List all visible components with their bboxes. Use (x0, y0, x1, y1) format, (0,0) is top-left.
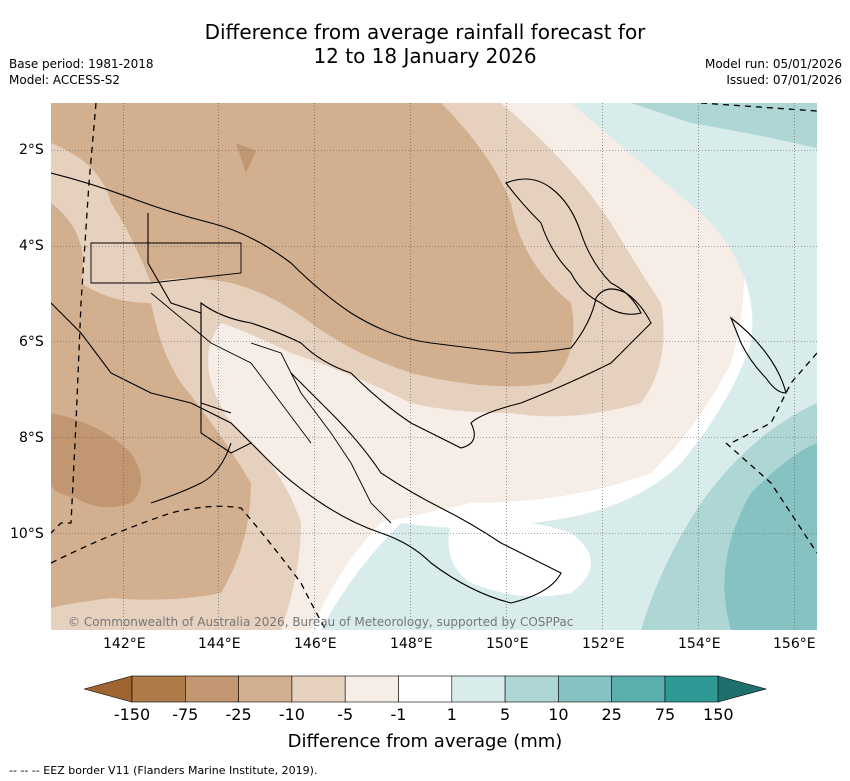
copyright-text: © Commonwealth of Australia 2026, Bureau… (68, 615, 573, 629)
colorbar-tick: -75 (172, 705, 199, 724)
issued-date: Issued: 07/01/2026 (726, 73, 842, 87)
title-line2: 12 to 18 January 2026 (313, 44, 537, 68)
colorbar-tick: 10 (548, 705, 569, 724)
colorbar-tick: -5 (337, 705, 354, 724)
lon-label-152e: 152°E (582, 636, 625, 652)
colorbar-cell-1_5 (451, 675, 506, 703)
lat-label-2s: 2°S (19, 142, 44, 158)
colorbar-arrow-left (84, 675, 133, 703)
lon-label-150e: 150°E (486, 636, 529, 652)
colorbar-tick: 25 (601, 705, 622, 724)
colorbar-cell-10_25 (558, 675, 612, 703)
rainfall-map: © Commonwealth of Australia 2026, Bureau… (51, 103, 817, 630)
gridlines (51, 103, 817, 630)
colorbar-cell-25_75 (611, 675, 666, 703)
lon-label-144e: 144°E (198, 636, 241, 652)
region-5-10-north (631, 103, 817, 148)
colorbar-cell-neg10_neg5 (291, 675, 346, 703)
colorbar-cell-5_10 (504, 675, 559, 703)
region-neg25-neg10-north (51, 103, 574, 387)
base-period: Base period: 1981-2018 (9, 57, 154, 71)
border-png-indonesia (147, 213, 232, 414)
colorbar-cell-neg1_1 (398, 675, 453, 703)
colorbar-cell-neg75_neg25 (185, 675, 239, 703)
colorbar-cell-neg25_neg10 (238, 675, 293, 703)
lon-label-156e: 156°E (773, 636, 816, 652)
coastline-south (51, 302, 252, 504)
eez-border-east (725, 352, 817, 554)
region-neg25-neg10-west (51, 203, 251, 608)
colorbar-tick: 150 (703, 705, 734, 724)
colorbar-tick: 75 (654, 705, 676, 724)
lat-label-4s: 4°S (19, 238, 44, 254)
colorbar-cell-neg5_neg1 (344, 675, 399, 703)
colorbar-tick: -150 (113, 705, 151, 724)
region-10-25-east (724, 443, 817, 630)
coastline-new-britain (505, 178, 642, 315)
region-1-5-patch (448, 519, 591, 597)
colorbar (84, 675, 768, 703)
eez-legend-text: -- -- -- EEZ border V11 (Flanders Marine… (9, 764, 318, 777)
colorbar-tick: -25 (225, 705, 252, 724)
colorbar-arrow-right (717, 675, 768, 703)
colorbar-tick: -1 (390, 705, 407, 724)
lon-label-148e: 148°E (390, 636, 433, 652)
coastline-bougainville (729, 316, 787, 394)
lon-label-154e: 154°E (678, 636, 721, 652)
lat-label-10s: 10°S (10, 526, 44, 542)
colorbar-title: Difference from average (mm) (287, 731, 563, 752)
lon-label-142e: 142°E (103, 636, 146, 652)
model-name: Model: ACCESS-S2 (9, 73, 121, 87)
lat-label-8s: 8°S (19, 430, 44, 446)
eez-border-west (51, 103, 97, 534)
eez-border-north (700, 103, 817, 112)
colorbar-tick: 5 (500, 705, 511, 724)
colorbar-cell-75_150 (664, 675, 719, 703)
lon-label-146e: 146°E (294, 636, 337, 652)
region-neg75-neg25 (51, 413, 141, 507)
colorbar-tick: 1 (446, 705, 457, 724)
province-borders (90, 242, 392, 524)
model-run: Model run: 05/01/2026 (704, 57, 842, 71)
colorbar-tick: -10 (278, 705, 305, 724)
lat-label-6s: 6°S (19, 334, 44, 350)
coastline-new-guinea (51, 172, 652, 604)
region-1-5 (321, 103, 817, 630)
colorbar-cell-neg150_neg75 (131, 675, 186, 703)
title-line1: Difference from average rainfall forecas… (204, 20, 646, 44)
